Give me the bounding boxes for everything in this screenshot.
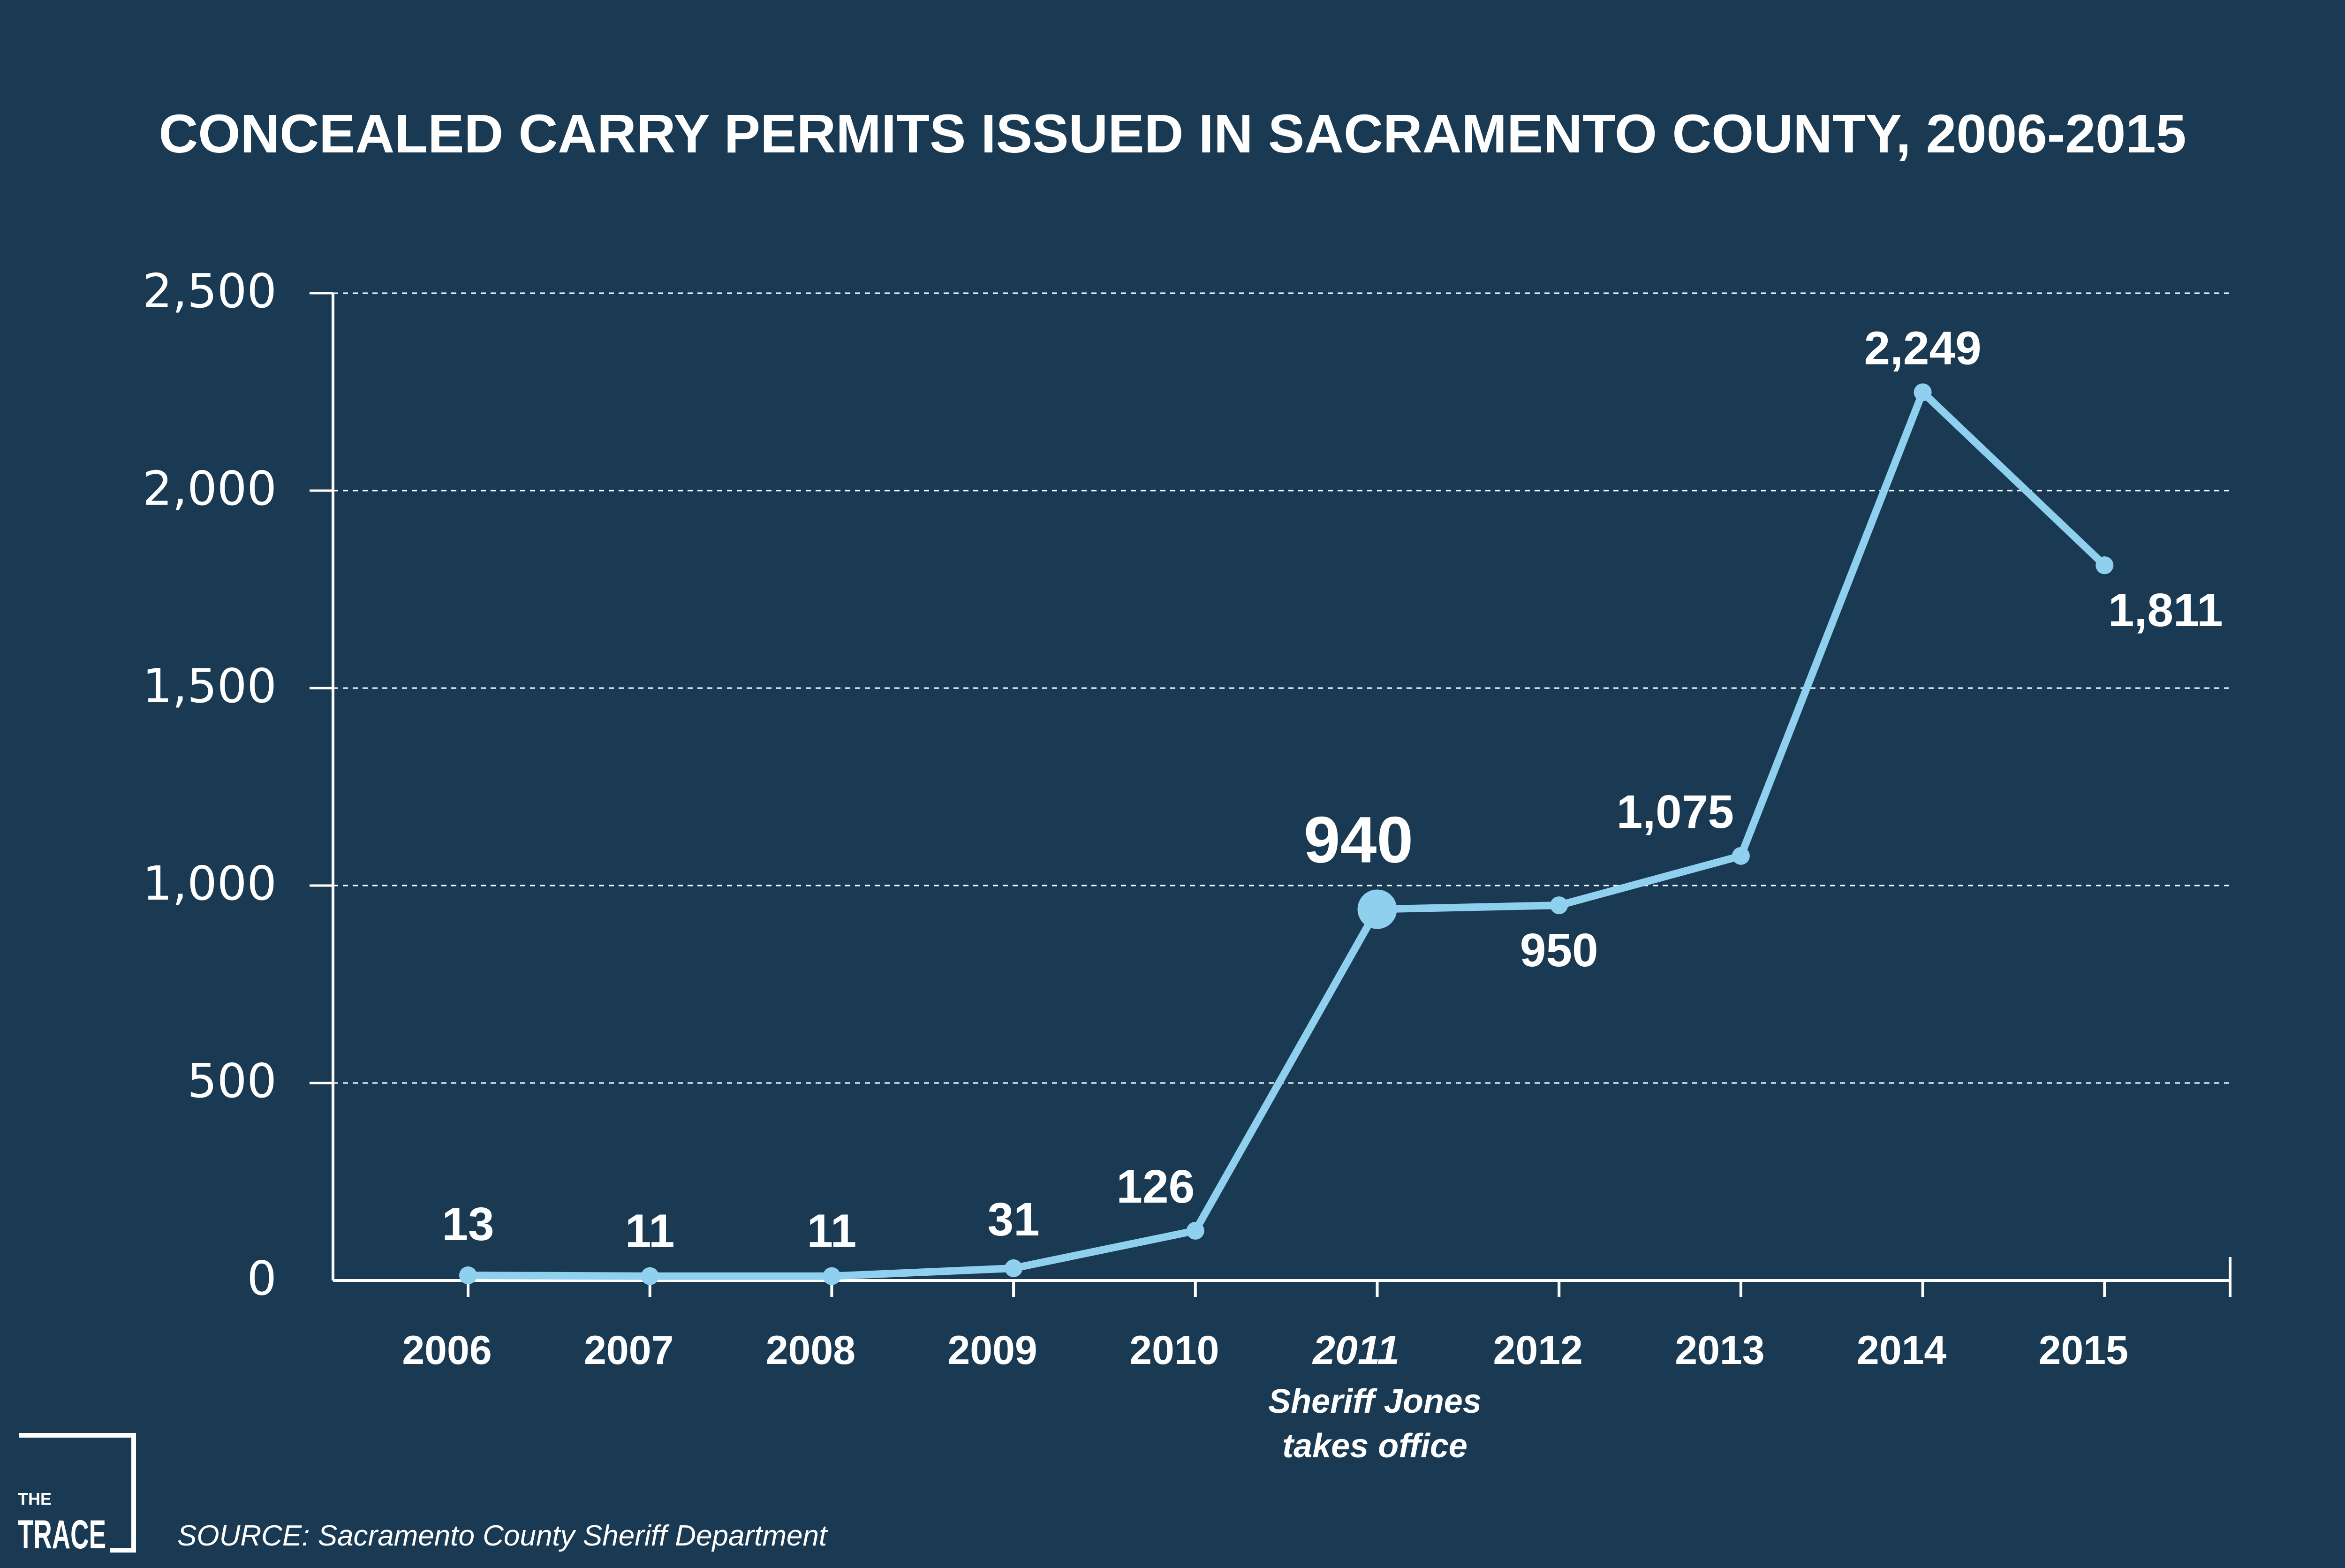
data-label: 126 — [1116, 1160, 1195, 1213]
x-tick-label: 2009 — [947, 1328, 1037, 1373]
data-label: 11 — [625, 1205, 675, 1257]
y-tick-label: 2,500 — [143, 264, 277, 318]
annotation-line: Sheriff Jones — [1268, 1383, 1482, 1420]
y-tick-label: 0 — [247, 1251, 277, 1306]
data-label: 940 — [1304, 803, 1414, 877]
x-axis-ticks: 2006 2007 2008 2009 2010 2011 2012 2013 2014 2015 — [402, 1328, 2128, 1373]
source-note: SOURCE: Sacramento County Sheriff Depart… — [177, 1520, 828, 1552]
data-point — [823, 1267, 841, 1285]
x-tick-label: 2012 — [1493, 1328, 1583, 1373]
logo-text-the: THE — [18, 1489, 52, 1508]
series-line — [464, 388, 2109, 1280]
series-permits — [459, 383, 2114, 1285]
data-label: 950 — [1520, 924, 1598, 977]
data-label: 2,249 — [1864, 322, 1981, 374]
y-tick-label: 2,000 — [143, 461, 277, 516]
data-point — [2095, 556, 2114, 575]
x-tick-label: 2010 — [1129, 1328, 1219, 1373]
highlight-point — [1357, 889, 1397, 929]
data-label: 13 — [442, 1198, 494, 1250]
data-label: 11 — [807, 1205, 857, 1257]
logo-frame — [19, 1433, 136, 1553]
x-tick-label: 2008 — [766, 1328, 855, 1373]
data-label: 1,811 — [2108, 584, 2223, 636]
x-tick-label: 2015 — [2039, 1328, 2128, 1373]
y-tick-label: 1,000 — [143, 856, 277, 911]
data-label: 1,075 — [1617, 786, 1734, 838]
data-point — [1550, 896, 1568, 915]
data-point — [1005, 1259, 1023, 1277]
y-tick-label: 500 — [187, 1053, 277, 1108]
data-point — [459, 1266, 477, 1285]
annotation-sheriff-jones: Sheriff Jones takes office — [1268, 1383, 1482, 1465]
the-trace-logo: THE TRACE — [18, 1433, 136, 1557]
y-axis-ticks: 0 500 1,000 1,500 2,000 2,500 — [143, 264, 277, 1306]
data-point — [1186, 1221, 1204, 1240]
axes — [310, 292, 2232, 1297]
annotation-line: takes office — [1282, 1427, 1468, 1465]
x-tick-label: 2006 — [402, 1328, 492, 1373]
data-labels: 13 11 11 31 126 940 950 1,075 2,249 1,811 — [442, 322, 2223, 1257]
grid-lines — [333, 292, 2230, 1084]
x-tick-label: 2014 — [1857, 1328, 1946, 1373]
data-label: 31 — [987, 1193, 1039, 1246]
x-tick-label: 2013 — [1675, 1328, 1764, 1373]
x-tick-label: 2011 — [1312, 1328, 1399, 1373]
y-tick-label: 1,500 — [143, 659, 277, 713]
logo-text-trace: TRACE — [18, 1512, 106, 1557]
x-tick-label: 2007 — [584, 1328, 673, 1373]
chart-title: CONCEALED CARRY PERMITS ISSUED IN SACRAM… — [159, 103, 2186, 164]
data-point — [641, 1267, 659, 1285]
data-point — [1914, 383, 1932, 401]
data-point — [1732, 847, 1750, 865]
